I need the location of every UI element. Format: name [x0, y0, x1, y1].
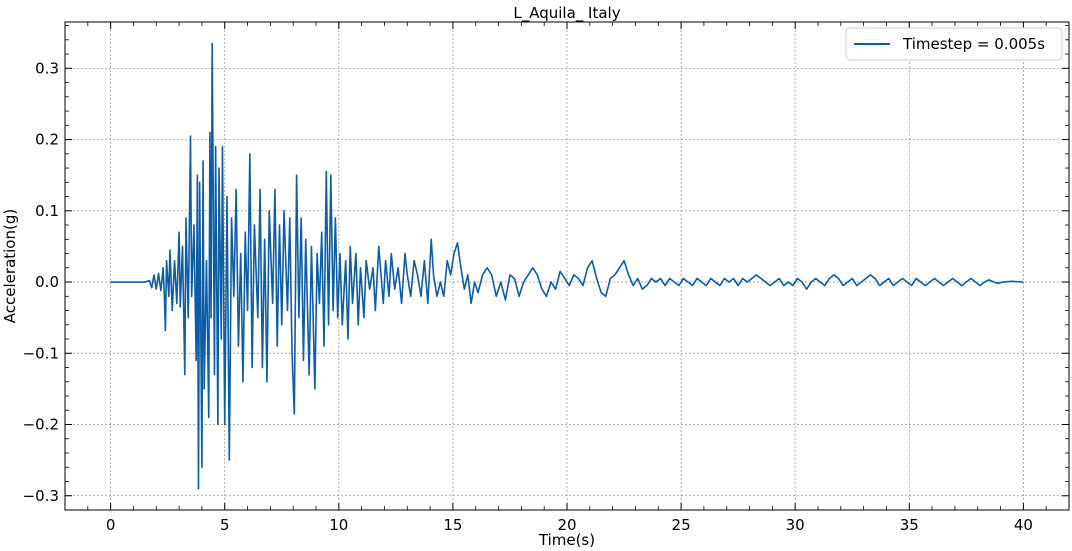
y-tick-label: 0.2: [35, 131, 59, 149]
y-tick-label: 0.0: [35, 273, 59, 291]
chart-title: L_Aquila_ Italy: [513, 4, 620, 23]
grid: [65, 22, 1069, 510]
x-tick-label: 35: [900, 516, 919, 534]
x-axis-label: Time(s): [538, 531, 595, 549]
y-tick-label: −0.3: [23, 487, 59, 505]
x-tick-label: 10: [329, 516, 348, 534]
y-tick-label: −0.2: [23, 416, 59, 434]
x-tick-label: 20: [557, 516, 576, 534]
y-axis-label: Acceleration(g): [1, 209, 19, 323]
legend: Timestep = 0.005s: [845, 27, 1063, 61]
y-tick-label: 0.3: [35, 59, 59, 77]
legend-label: Timestep = 0.005s: [902, 35, 1045, 53]
series-line: [110, 42, 1024, 490]
x-tick-label: 25: [672, 516, 691, 534]
y-tick-label: −0.1: [23, 344, 59, 362]
plot-frame: [64, 21, 1070, 511]
x-tick-label: 40: [1014, 516, 1033, 534]
x-tick-label: 0: [106, 516, 116, 534]
x-tick-label: 30: [786, 516, 805, 534]
x-tick-label: 5: [220, 516, 230, 534]
series-layer: [110, 42, 1024, 490]
x-tick-label: 15: [443, 516, 462, 534]
legend-box: [845, 27, 1063, 61]
y-tick-label: 0.1: [35, 202, 59, 220]
ticks: 0 5 10 15 20 25 30 35 40 −0.3 −0.2 −0.1 0.0 0.1 0.2 0.3: [23, 22, 1069, 534]
